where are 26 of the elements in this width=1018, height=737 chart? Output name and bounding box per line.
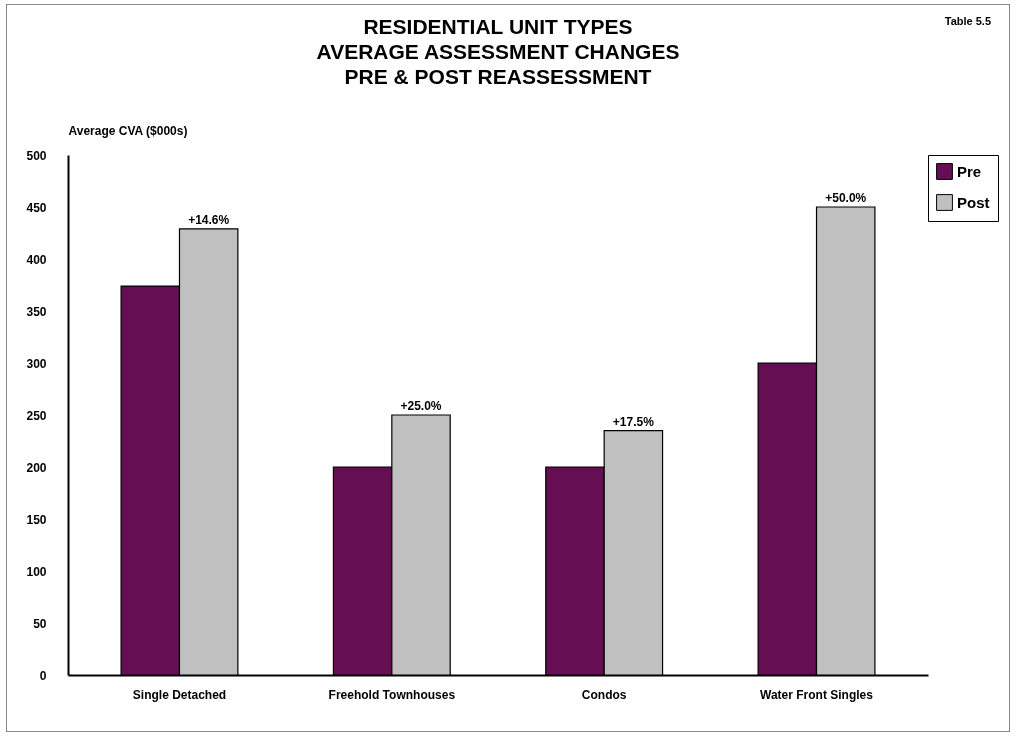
text: PRE & POST REASSESSMENT xyxy=(344,65,652,88)
y-axis-title: Average CVA ($000s) xyxy=(68,123,188,138)
y-tick-label: 50 xyxy=(33,616,47,631)
y-tick-label: 350 xyxy=(26,304,47,319)
x-tick-label: Freehold Townhouses xyxy=(328,687,456,702)
y-tick-label: 400 xyxy=(26,252,47,267)
y-tick-label: 300 xyxy=(26,356,47,371)
caption: Table 5.5 xyxy=(944,15,991,27)
legend-label: Post xyxy=(957,193,990,211)
y-tick-label: 250 xyxy=(26,408,47,423)
y-tick-label: 150 xyxy=(26,512,47,527)
annotation: +17.5% xyxy=(612,414,655,429)
y-tick-label: 0 xyxy=(39,668,47,683)
y-tick-label: 100 xyxy=(26,564,47,579)
annotation: +14.6% xyxy=(188,212,230,227)
x-tick-label: Condos xyxy=(581,687,627,702)
x-tick-label: Water Front Singles xyxy=(760,687,874,702)
annotation: +50.0% xyxy=(825,191,867,205)
x-tick-label: Single Detached xyxy=(132,687,227,702)
y-tick-label: 450 xyxy=(26,200,47,215)
text: RESIDENTIAL UNIT TYPES xyxy=(363,15,633,38)
y-tick-label: 200 xyxy=(26,460,47,475)
legend-label: Pre xyxy=(957,162,982,180)
text: AVERAGE ASSESSMENT CHANGES xyxy=(316,40,680,63)
y-tick-label: 500 xyxy=(26,148,47,163)
annotation: +25.0% xyxy=(400,399,442,413)
